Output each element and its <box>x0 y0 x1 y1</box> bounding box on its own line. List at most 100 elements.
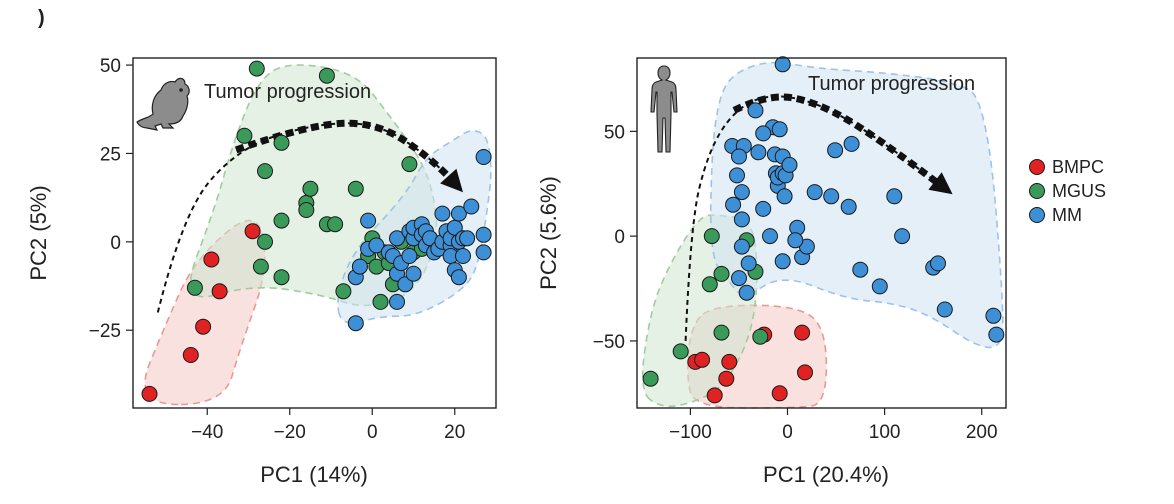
scatter-points <box>642 56 1005 404</box>
y-tick-label: −25 <box>89 321 121 342</box>
point-mm <box>733 184 750 201</box>
point-mm <box>774 253 791 270</box>
point-bmpc <box>141 385 158 402</box>
point-mm <box>733 211 750 228</box>
y-tick-label: 0 <box>110 233 121 254</box>
point-mgus <box>236 127 253 144</box>
mouse-icon-body <box>136 77 190 131</box>
progression-arrow <box>156 119 463 313</box>
point-mm <box>389 293 405 310</box>
x-axis-label: PC1 (20.4%) <box>763 462 889 487</box>
point-mm <box>351 258 368 275</box>
point-mgus <box>713 265 730 282</box>
plot-frame <box>132 57 497 409</box>
point-mgus <box>347 180 364 197</box>
x-tick-label: 100 <box>869 422 901 443</box>
y-tick-label: −50 <box>593 332 625 353</box>
point-mm <box>455 248 471 264</box>
arrow-head <box>928 172 953 195</box>
point-mm <box>871 278 888 295</box>
arrow-shaft-thick <box>732 93 944 189</box>
legend-label-mgus: MGUS <box>1052 181 1106 201</box>
scatter-points <box>141 60 492 402</box>
tumor-progression-label: Tumor progression <box>204 81 371 103</box>
point-mgus <box>248 60 265 77</box>
point-mm <box>463 198 480 215</box>
point-mgus <box>701 276 718 293</box>
point-mgus <box>752 328 769 345</box>
point-mm <box>827 142 844 159</box>
point-bmpc <box>182 347 199 363</box>
point-mgus <box>298 202 315 218</box>
point-mm <box>755 200 772 217</box>
point-mm <box>852 261 869 278</box>
x-tick-label: 0 <box>782 422 793 443</box>
point-mm <box>936 301 953 318</box>
point-mgus <box>257 163 273 180</box>
point-mm <box>368 237 385 254</box>
y-axis-label: PC2 (5%) <box>26 185 51 280</box>
point-bmpc <box>718 370 735 387</box>
panel-marker: ) <box>38 7 45 29</box>
point-mm <box>787 232 804 249</box>
point-mm <box>731 270 747 287</box>
x-tick-label: −100 <box>669 422 712 443</box>
point-mgus <box>257 233 273 250</box>
point-mgus <box>318 67 335 84</box>
legend-marker-bmpc <box>1029 159 1045 175</box>
x-tick-label: −40 <box>191 422 223 443</box>
point-mm <box>776 188 793 205</box>
legend-marker-mm <box>1029 207 1045 223</box>
point-bmpc <box>694 351 711 368</box>
point-mm <box>397 276 414 293</box>
legend-label-mm: MM <box>1052 205 1082 225</box>
point-mgus <box>642 370 659 387</box>
point-mm <box>729 167 745 184</box>
point-mm <box>725 196 742 213</box>
legend-label-bmpc: BMPC <box>1052 157 1104 177</box>
x-tick-label: 20 <box>444 422 465 443</box>
point-mgus <box>672 343 689 360</box>
x-tick-label: 200 <box>966 422 998 443</box>
point-mm <box>774 56 791 73</box>
point-bmpc <box>721 353 738 370</box>
mouse-pca-panel: −40 −20 0 20 −25 0 25 50 Tumor progression PC1 … <box>26 56 497 487</box>
point-bmpc <box>211 283 228 300</box>
point-mm <box>762 228 778 245</box>
point-mm <box>459 230 476 247</box>
point-mm <box>389 230 405 247</box>
y-axis-label: PC2 (5.6%) <box>536 176 561 290</box>
axis-ticks: −100 0 100 200 −50 0 50 <box>593 122 998 443</box>
axis-ticks: −40 −20 0 20 −25 0 25 50 <box>89 56 466 443</box>
y-tick-label: 50 <box>604 122 625 143</box>
point-mm <box>475 149 492 165</box>
point-mm <box>405 265 422 282</box>
legend: BMPC MGUS MM <box>1029 157 1106 225</box>
x-tick-label: 0 <box>367 422 378 443</box>
point-mm <box>988 326 1005 343</box>
x-tick-label: −20 <box>274 422 306 443</box>
arrow-head <box>440 168 463 193</box>
point-mgus <box>335 283 352 300</box>
point-mm <box>475 244 492 261</box>
mouse-icon-eye <box>179 88 183 92</box>
tumor-progression-label: Tumor progression <box>808 73 975 95</box>
human-pca-panel: −100 0 100 200 −50 0 50 Tumor progression PC1 … <box>536 56 1007 487</box>
plot-frame <box>636 57 1007 409</box>
human-silhouette-icon-body <box>650 65 678 153</box>
y-tick-label: 0 <box>614 227 625 248</box>
point-mgus <box>713 324 730 341</box>
point-mm <box>823 188 840 205</box>
point-mm <box>886 188 903 205</box>
point-bmpc <box>797 364 813 381</box>
point-bmpc <box>244 223 261 240</box>
point-mm <box>755 125 772 142</box>
human-silhouette-icon <box>650 65 678 153</box>
point-mm <box>740 255 757 272</box>
point-mm <box>733 238 750 255</box>
point-mm <box>840 198 857 215</box>
point-mgus <box>703 228 720 245</box>
point-mm <box>401 248 418 264</box>
x-axis-label: PC1 (14%) <box>260 462 368 487</box>
